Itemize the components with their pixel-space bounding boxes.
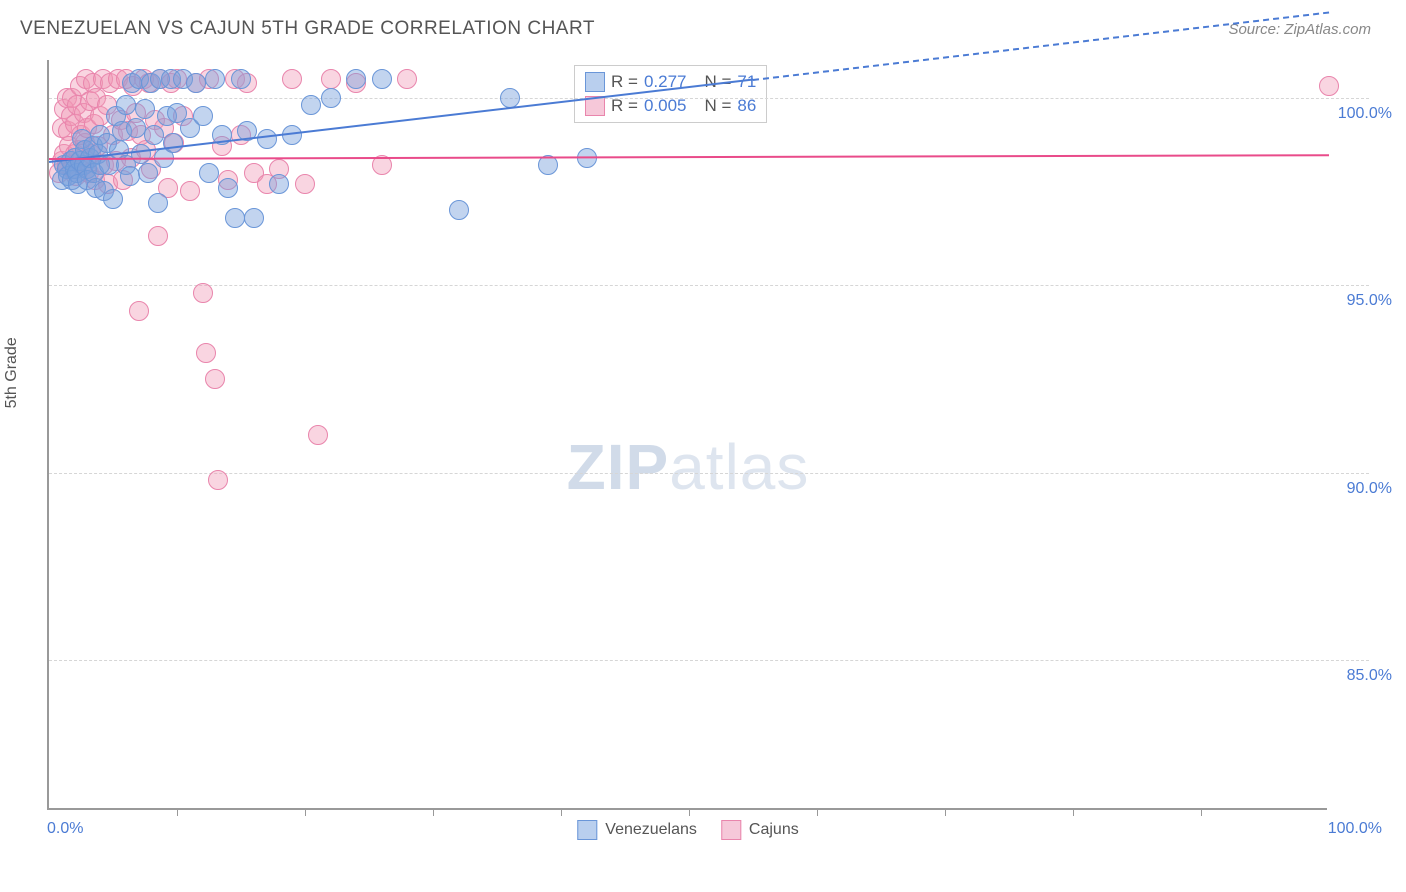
gridline [49, 285, 1369, 286]
data-point [196, 343, 216, 363]
y-tick-label: 85.0% [1347, 667, 1392, 685]
x-tick [433, 808, 434, 816]
data-point [205, 69, 225, 89]
x-tick [945, 808, 946, 816]
data-point [295, 174, 315, 194]
data-point [308, 425, 328, 445]
data-point [163, 133, 183, 153]
data-point [321, 69, 341, 89]
x-tick [305, 808, 306, 816]
data-point [135, 99, 155, 119]
data-point [144, 125, 164, 145]
legend-item-cajuns: Cajuns [721, 820, 799, 840]
x-tick [1073, 808, 1074, 816]
data-point [500, 88, 520, 108]
y-axis-title: 5th Grade [3, 337, 21, 408]
data-point [301, 95, 321, 115]
data-point [257, 129, 277, 149]
data-point [231, 69, 251, 89]
data-point [449, 200, 469, 220]
source-label: Source: ZipAtlas.com [1228, 21, 1371, 38]
data-point [148, 226, 168, 246]
data-point [186, 73, 206, 93]
gridline [49, 660, 1369, 661]
data-point [148, 193, 168, 213]
x-tick [1201, 808, 1202, 816]
chart-header: VENEZUELAN VS CAJUN 5TH GRADE CORRELATIO… [0, 0, 1406, 40]
data-point [129, 301, 149, 321]
data-point [321, 88, 341, 108]
data-point [193, 283, 213, 303]
data-point [180, 181, 200, 201]
y-tick-label: 90.0% [1347, 480, 1392, 498]
chart-area: 5th Grade ZIPatlas R = 0.277 N = 71 R = … [47, 60, 1367, 810]
legend-item-venezuelans: Venezuelans [577, 820, 697, 840]
swatch-blue [585, 72, 605, 92]
data-point [120, 166, 140, 186]
x-tick [561, 808, 562, 816]
data-point [193, 106, 213, 126]
swatch-pink [721, 820, 741, 840]
y-tick-label: 100.0% [1338, 105, 1392, 123]
data-point [282, 69, 302, 89]
data-point [218, 178, 238, 198]
series-legend: Venezuelans Cajuns [577, 820, 798, 840]
y-tick-label: 95.0% [1347, 292, 1392, 310]
plot-area: ZIPatlas R = 0.277 N = 71 R = 0.005 N = … [47, 60, 1327, 810]
data-point [372, 69, 392, 89]
watermark: ZIPatlas [567, 430, 810, 504]
gridline [49, 98, 1369, 99]
data-point [199, 163, 219, 183]
data-point [346, 69, 366, 89]
x-tick [817, 808, 818, 816]
trendline [49, 154, 1329, 160]
data-point [205, 369, 225, 389]
x-min-label: 0.0% [47, 820, 83, 838]
correlation-legend: R = 0.277 N = 71 R = 0.005 N = 86 [574, 65, 767, 123]
data-point [244, 208, 264, 228]
data-point [1319, 76, 1339, 96]
x-tick [177, 808, 178, 816]
swatch-blue [577, 820, 597, 840]
data-point [269, 174, 289, 194]
x-tick [689, 808, 690, 816]
data-point [103, 189, 123, 209]
x-max-label: 100.0% [1328, 820, 1382, 838]
gridline [49, 473, 1369, 474]
data-point [225, 208, 245, 228]
data-point [131, 144, 151, 164]
data-point [116, 95, 136, 115]
data-point [138, 163, 158, 183]
chart-title: VENEZUELAN VS CAJUN 5TH GRADE CORRELATIO… [20, 18, 595, 40]
data-point [397, 69, 417, 89]
data-point [208, 470, 228, 490]
